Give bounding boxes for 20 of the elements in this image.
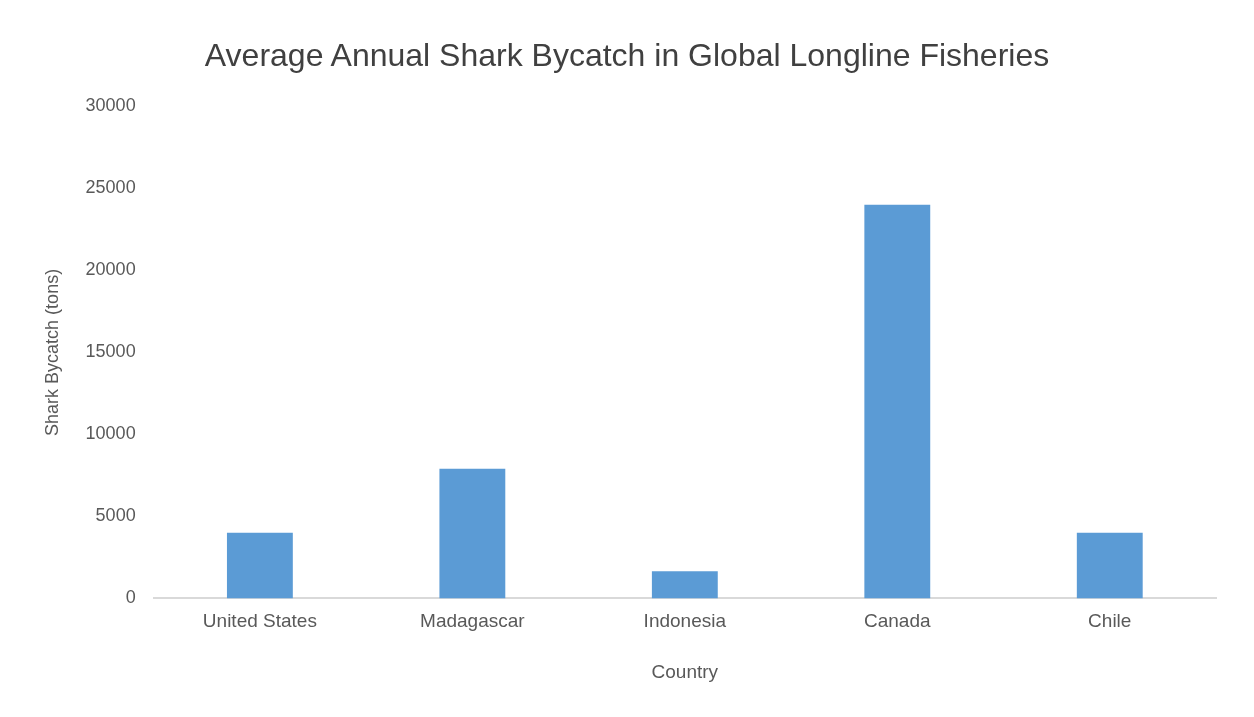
y-tick-label: 30000 [85,95,136,116]
y-tick-label: 10000 [85,423,136,444]
y-tick-label: 25000 [85,177,136,198]
bar [226,532,293,599]
x-tick-label: Canada [864,610,931,632]
bar [864,204,931,599]
bar [1076,532,1143,599]
y-tick-label: 5000 [95,505,136,526]
x-tick-label: United States [202,610,317,632]
x-tick-label: Chile [1088,610,1132,632]
x-tick-label: Indonesia [643,610,727,632]
x-axis-title: Country [651,660,719,682]
y-axis-title: Shark Bycatch (tons) [41,268,62,436]
y-tick-label: 0 [125,587,136,608]
bar [439,468,506,599]
bar [651,571,718,599]
chart-title: Average Annual Shark Bycatch in Global Longline Fisheries [204,37,1050,74]
y-tick-label: 20000 [85,259,136,280]
y-tick-label: 15000 [85,341,136,362]
x-tick-label: Madagascar [420,610,526,632]
